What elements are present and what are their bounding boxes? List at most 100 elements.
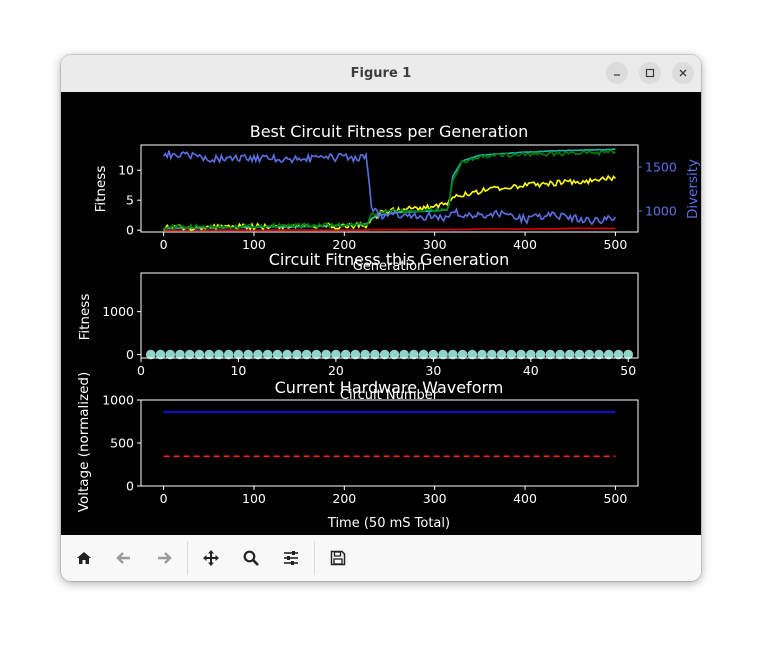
minimize-icon	[614, 74, 620, 76]
scatter-point	[516, 349, 526, 360]
save-button[interactable]	[322, 542, 354, 574]
sliders-icon	[284, 551, 298, 565]
x-tick-label: 200	[332, 491, 356, 506]
scatter-point	[253, 349, 263, 360]
scatter-point	[467, 349, 478, 360]
x-tick-label: 200	[332, 237, 356, 252]
scatter-point	[623, 349, 634, 360]
scatter-point	[487, 349, 497, 360]
scatter-point	[613, 349, 624, 360]
configure-button[interactable]	[275, 542, 307, 574]
x-tick-label: 40	[523, 363, 539, 378]
series-line-yellow	[163, 174, 616, 231]
scatter-point	[448, 349, 458, 360]
x-tick-label: 10	[230, 363, 246, 378]
scatter-point	[214, 349, 224, 360]
scatter-point	[545, 349, 556, 360]
x-axis-label: Circuit Number	[340, 388, 439, 403]
scatter-point	[204, 349, 215, 360]
scatter-point	[496, 349, 507, 360]
scatter-point	[272, 349, 283, 360]
window-title: Figure 1	[350, 66, 412, 81]
scatter-point	[360, 349, 370, 360]
chart-title: Circuit Fitness this Generation	[269, 250, 510, 269]
y-axis-label: Fitness	[77, 294, 93, 341]
y-tick-label: 5	[126, 193, 134, 208]
y-tick-label: 500	[110, 436, 134, 451]
title-bar[interactable]: Figure 1	[61, 55, 701, 93]
x-tick-label: 30	[425, 363, 441, 378]
y-tick-label: 10	[118, 163, 134, 178]
scatter-point	[145, 349, 156, 360]
x-axis-label: Generation	[353, 259, 426, 274]
scatter-point	[535, 349, 546, 360]
scatter-point	[574, 349, 585, 360]
close-button[interactable]	[672, 62, 694, 84]
toolbar-separator	[314, 541, 315, 575]
x-tick-label: 0	[160, 237, 168, 252]
y-right-tick-label: 1000	[645, 203, 677, 218]
chart-title: Current Hardware Waveform	[275, 378, 504, 397]
scatter-point	[262, 349, 273, 360]
minimize-button[interactable]	[606, 62, 628, 84]
back-arrow-icon	[116, 552, 130, 564]
scatter-point	[292, 349, 302, 360]
navigation-toolbar	[61, 535, 701, 581]
y-right-tick-label: 1500	[645, 159, 677, 174]
scatter-point	[340, 349, 351, 360]
x-tick-label: 500	[603, 491, 627, 506]
series-line-green	[163, 149, 616, 231]
scatter-point	[564, 349, 575, 360]
x-tick-label: 0	[160, 491, 168, 506]
move-icon	[203, 550, 219, 566]
x-tick-label: 500	[603, 237, 627, 252]
x-tick-label: 300	[423, 237, 447, 252]
series-line-diversity	[162, 150, 617, 226]
forward-arrow-icon	[158, 552, 172, 564]
scatter-point	[184, 349, 195, 360]
zoom-button[interactable]	[235, 542, 267, 574]
axes-frame	[140, 272, 639, 359]
scatter-point	[243, 349, 253, 360]
forward-button[interactable]	[148, 542, 180, 574]
axes-frame	[140, 399, 639, 487]
toolbar-separator	[187, 541, 188, 575]
home-button[interactable]	[68, 542, 100, 574]
scatter-point	[379, 349, 390, 360]
scatter-point	[457, 349, 468, 360]
y-tick-label: 0	[126, 347, 134, 362]
maximize-icon	[645, 68, 655, 78]
chart-title: Best Circuit Fitness per Generation	[250, 122, 529, 141]
pan-button[interactable]	[195, 542, 227, 574]
x-tick-label: 100	[242, 237, 266, 252]
y-tick-label: 0	[126, 223, 134, 238]
y-right-axis-label: Diversity	[685, 159, 701, 219]
scatter-point	[331, 349, 341, 360]
scatter-point	[409, 349, 419, 360]
scatter-point	[418, 349, 429, 360]
x-axis-label: Time (50 mS Total)	[327, 516, 450, 531]
scatter-point	[311, 349, 322, 360]
scatter-point	[233, 349, 244, 360]
x-tick-label: 20	[328, 363, 344, 378]
x-tick-label: 50	[620, 363, 636, 378]
home-icon	[77, 552, 91, 564]
x-tick-label: 300	[423, 491, 447, 506]
scatter-point	[350, 349, 361, 360]
maximize-button[interactable]	[639, 62, 661, 84]
scatter-point	[223, 349, 234, 360]
save-icon	[330, 550, 346, 566]
scatter-point	[282, 349, 292, 360]
close-icon	[679, 69, 687, 77]
scatter-point	[301, 349, 312, 360]
y-axis-label: Fitness	[93, 166, 109, 213]
scatter-point	[165, 349, 176, 360]
figure-canvas[interactable]: Best Circuit Fitness per Generation 0 100 2…	[61, 92, 701, 535]
y-tick-label: 1000	[102, 304, 134, 319]
back-button[interactable]	[108, 542, 140, 574]
series-line-teal	[163, 148, 616, 230]
zoom-icon	[243, 550, 259, 566]
scatter-point	[555, 349, 565, 360]
scatter-point	[603, 349, 614, 360]
